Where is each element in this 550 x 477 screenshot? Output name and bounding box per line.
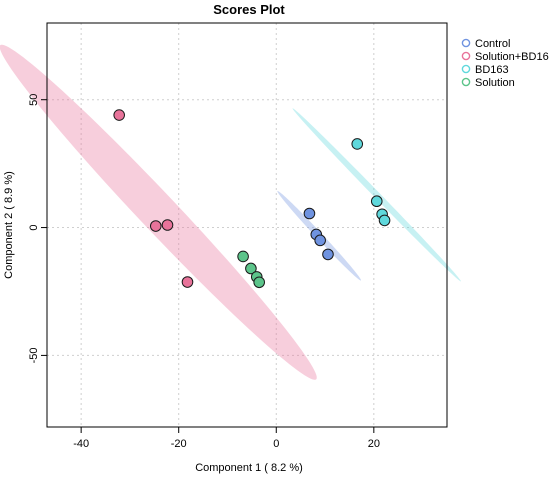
legend-label-bd163: BD163	[475, 64, 509, 76]
point-solution-bd16	[149, 220, 162, 232]
confidence-ellipses	[0, 44, 461, 380]
legend-label-solution-bd16: Solution+BD16	[475, 51, 549, 63]
y-tick-label: -50	[28, 347, 40, 363]
point-bd163	[351, 138, 364, 150]
legend-label-control: Control	[475, 38, 510, 50]
ellipse-bd163	[292, 108, 461, 282]
grid	[47, 23, 447, 427]
point-solution	[245, 262, 257, 275]
point-solution-bd16	[181, 276, 194, 288]
x-tick-label: 20	[368, 438, 380, 450]
legend-marker-solution	[461, 77, 471, 87]
point-solution	[253, 276, 265, 289]
ellipse-solution-bd16	[0, 44, 317, 380]
y-tick-label: 50	[28, 94, 40, 106]
data-points	[113, 109, 391, 289]
point-bd163	[370, 195, 383, 208]
point-control	[303, 207, 316, 220]
legend-marker-solution-bd16	[461, 51, 471, 61]
y-axis: -50 0 50	[28, 94, 47, 363]
x-axis: -40 -20 0 20	[73, 427, 380, 450]
chart-title: Scores Plot	[213, 2, 285, 17]
legend-label-solution: Solution	[475, 77, 515, 89]
point-solution-bd16	[161, 219, 174, 231]
point-bd163	[378, 214, 391, 227]
point-solution	[237, 250, 249, 263]
legend-marker-bd163	[461, 64, 471, 74]
y-tick-label: 0	[28, 224, 40, 230]
x-axis-label: Component 1 ( 8.2 %)	[195, 462, 303, 474]
point-solution-bd16	[113, 109, 125, 121]
point-control	[314, 234, 326, 247]
point-control	[322, 248, 334, 261]
plot-frame	[46, 22, 448, 428]
legend-marker-control	[461, 38, 471, 48]
y-axis-label: Component 2 ( 8.9 %)	[3, 171, 15, 279]
x-tick-label: 0	[273, 438, 279, 450]
x-tick-label: -20	[171, 438, 187, 450]
x-tick-label: -40	[73, 438, 89, 450]
